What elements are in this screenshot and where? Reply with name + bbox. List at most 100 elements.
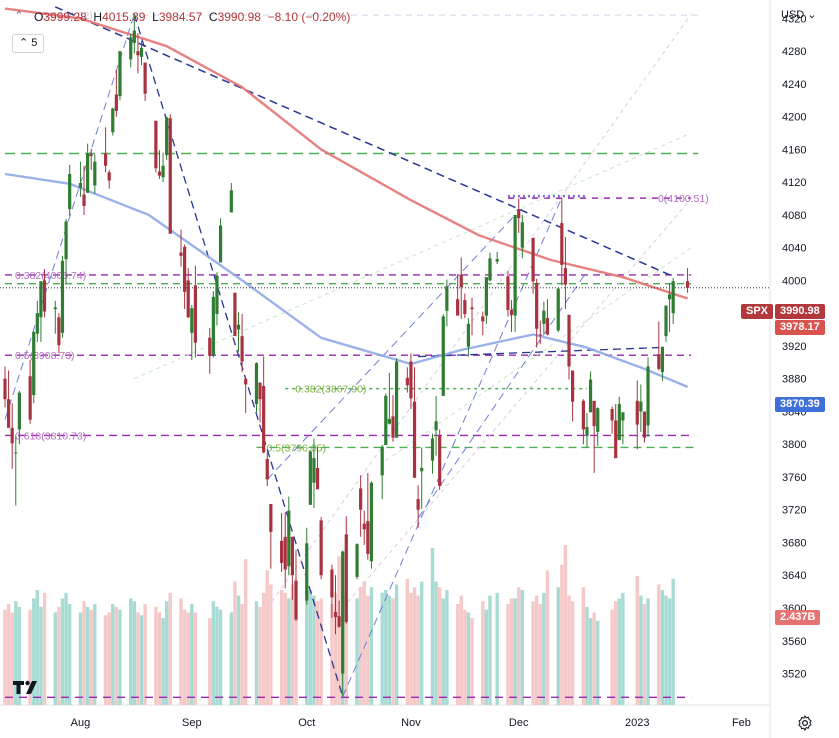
candle-body bbox=[265, 458, 269, 480]
volume-bar bbox=[466, 612, 471, 705]
candle-body bbox=[114, 94, 118, 111]
candle-body bbox=[520, 222, 524, 248]
x-tick-label: Oct bbox=[298, 717, 315, 729]
candle-body bbox=[269, 504, 273, 532]
volume-bar bbox=[570, 601, 575, 705]
volume-bar bbox=[179, 598, 183, 705]
volume-bar bbox=[667, 598, 672, 705]
volume-bar bbox=[39, 606, 43, 705]
volume-bar bbox=[218, 609, 223, 705]
volume-bar bbox=[520, 589, 525, 705]
volume-bar bbox=[157, 612, 162, 705]
volume-bar bbox=[107, 612, 111, 705]
symbol-tag: SPX bbox=[741, 304, 774, 319]
candle-body bbox=[617, 404, 621, 441]
candle-body bbox=[456, 299, 460, 316]
candle-body bbox=[441, 316, 445, 396]
volume-bar bbox=[254, 601, 259, 705]
candle-body bbox=[78, 182, 83, 188]
y-tick-label: 4280 bbox=[782, 46, 806, 58]
candle-body bbox=[179, 252, 183, 256]
volume-bar bbox=[161, 618, 165, 705]
volume-bar bbox=[409, 592, 413, 705]
candle-body bbox=[610, 409, 614, 421]
volume-bar bbox=[258, 606, 262, 705]
volume-bar bbox=[380, 592, 384, 705]
candle-body bbox=[132, 30, 136, 43]
candle-body bbox=[10, 427, 14, 444]
volume-bar bbox=[89, 609, 93, 705]
fib-level-label: 0(4100.51) bbox=[658, 193, 709, 205]
y-tick-label: 3680 bbox=[782, 537, 806, 549]
volume-bar bbox=[563, 545, 568, 705]
ohlc-high: 4015.39 bbox=[102, 10, 146, 24]
candle-body bbox=[509, 309, 514, 315]
candle-body bbox=[136, 51, 140, 56]
candle-body bbox=[244, 378, 248, 385]
collapse-legend-icon[interactable]: ⌃ bbox=[14, 10, 24, 22]
candle-body bbox=[218, 225, 223, 263]
candle-body bbox=[254, 363, 259, 405]
candle-body bbox=[563, 268, 568, 285]
candle-body bbox=[139, 47, 144, 57]
volume-bar bbox=[129, 598, 133, 705]
currency-selector[interactable]: USD ⌄ bbox=[781, 8, 817, 21]
candle-body bbox=[380, 446, 384, 476]
volume-bar bbox=[463, 609, 467, 705]
candle-body bbox=[236, 324, 241, 330]
y-tick-label: 4160 bbox=[782, 144, 806, 156]
candle-body bbox=[93, 161, 97, 186]
volume-bar bbox=[391, 598, 395, 705]
volume-bar bbox=[459, 595, 463, 705]
x-tick-label: Nov bbox=[401, 717, 421, 729]
y-tick-label: 3760 bbox=[782, 472, 806, 484]
ohlc-open-label: O bbox=[34, 10, 44, 24]
currency-label: USD bbox=[781, 9, 805, 21]
y-tick-label: 4080 bbox=[782, 210, 806, 222]
moving-average-line bbox=[4, 7, 688, 300]
tradingview-logo-icon[interactable] bbox=[12, 677, 42, 697]
volume-bar bbox=[265, 570, 269, 705]
candle-body bbox=[32, 332, 36, 396]
candle-body bbox=[614, 420, 618, 459]
ma-slow-tag: 3870.39 bbox=[775, 397, 825, 412]
candle-body bbox=[168, 118, 172, 234]
candle-body bbox=[215, 275, 219, 315]
y-tick-label: 4320 bbox=[782, 13, 806, 25]
candle-body bbox=[193, 285, 197, 343]
chevron-down-icon: ⌄ bbox=[804, 9, 817, 21]
candle-body bbox=[53, 307, 57, 310]
candle-body bbox=[542, 310, 546, 324]
candle-body bbox=[420, 467, 424, 472]
volume-bar bbox=[215, 606, 219, 705]
candle-body bbox=[355, 544, 359, 577]
volume-bar bbox=[434, 581, 438, 705]
indicators-toggle-button[interactable]: ⌃ 5 bbox=[12, 34, 45, 53]
y-tick-label: 3520 bbox=[782, 669, 806, 681]
candle-body bbox=[581, 400, 585, 430]
ohlc-change: −8.10 (−0.20%) bbox=[267, 10, 351, 24]
settings-gear-icon[interactable] bbox=[796, 714, 814, 732]
volume-bar bbox=[506, 604, 510, 705]
volume-bar bbox=[229, 612, 234, 705]
candle-body bbox=[315, 467, 320, 490]
candle-body bbox=[592, 400, 596, 427]
volume-bar bbox=[279, 589, 284, 705]
candle-body bbox=[359, 488, 363, 510]
volume-bar bbox=[362, 581, 366, 705]
volume-bar bbox=[664, 595, 668, 705]
volume-bar bbox=[82, 601, 86, 705]
candle-body bbox=[283, 536, 287, 570]
volume-bar bbox=[136, 612, 140, 705]
volume-bar bbox=[534, 595, 539, 705]
volume-bar bbox=[6, 604, 11, 705]
candle-body bbox=[344, 534, 348, 622]
volume-bar bbox=[308, 589, 313, 705]
candle-body bbox=[89, 154, 93, 156]
candle-body bbox=[362, 523, 366, 530]
volume-bar bbox=[617, 598, 622, 705]
candle-body bbox=[484, 277, 488, 316]
ohlc-close-label: C bbox=[208, 10, 218, 24]
y-tick-label: 3720 bbox=[782, 505, 806, 517]
